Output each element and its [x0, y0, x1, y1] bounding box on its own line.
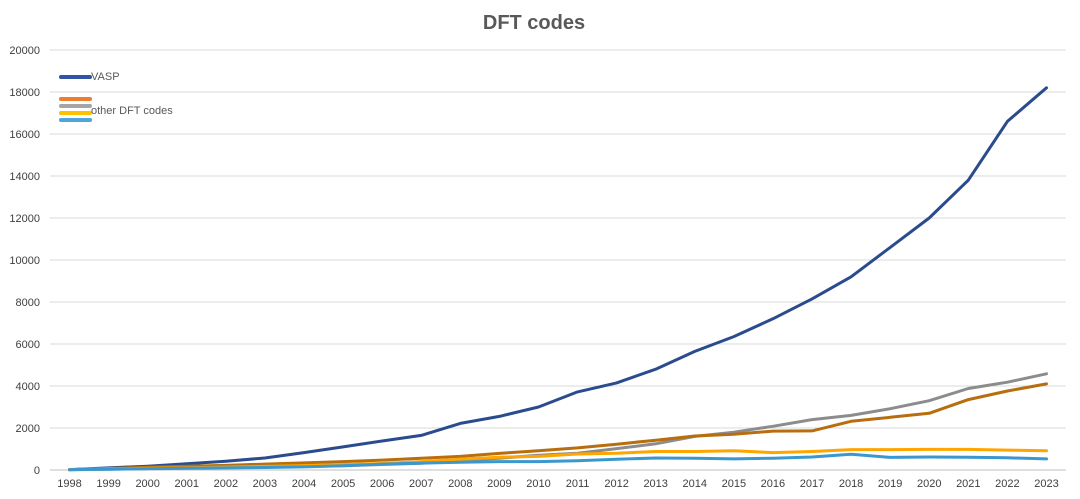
x-axis-tick-labels: 1998 1999 2000 2001 2002 2003 2004 2005 2006 2007…	[57, 478, 1058, 490]
x-tick-label: 2003	[253, 478, 277, 490]
x-tick-label: 2019	[878, 478, 902, 490]
x-tick-label: 2001	[175, 478, 199, 490]
x-tick-label: 2013	[643, 478, 667, 490]
legend: VASP other DFT codes	[59, 71, 173, 122]
x-tick-label: 2017	[800, 478, 824, 490]
chart-title: DFT codes	[483, 12, 585, 34]
x-tick-label: 2012	[604, 478, 628, 490]
y-tick-label: 4000	[16, 381, 40, 393]
x-tick-label: 2005	[331, 478, 355, 490]
x-tick-label: 2011	[566, 478, 590, 490]
legend-label-vasp: VASP	[91, 71, 120, 83]
y-tick-label: 10000	[9, 255, 40, 267]
y-tick-label: 8000	[16, 297, 40, 309]
x-tick-label: 2023	[1034, 478, 1058, 490]
y-axis-tick-labels: 0 2000 4000 6000 8000 10000 12000 14000 16000 180…	[9, 45, 40, 477]
x-tick-label: 2008	[448, 478, 472, 490]
y-tick-label: 18000	[9, 87, 40, 99]
y-tick-label: 2000	[16, 423, 40, 435]
x-tick-label: 2021	[956, 478, 980, 490]
x-tick-label: 2020	[917, 478, 941, 490]
x-tick-label: 2000	[135, 478, 159, 490]
y-tick-label: 16000	[9, 129, 40, 141]
y-tick-label: 12000	[9, 213, 40, 225]
y-tick-label: 6000	[16, 339, 40, 351]
y-tick-label: 20000	[9, 45, 40, 57]
series-lines	[68, 86, 1048, 472]
legend-label-other-dft-codes: other DFT codes	[91, 105, 173, 117]
x-tick-label: 1998	[57, 478, 81, 490]
series-line	[68, 86, 1048, 472]
x-tick-label: 2022	[995, 478, 1019, 490]
gridlines	[50, 49, 1066, 471]
x-tick-label: 1999	[96, 478, 120, 490]
x-tick-label: 2018	[839, 478, 863, 490]
x-tick-label: 2014	[683, 478, 707, 490]
y-tick-label: 14000	[9, 171, 40, 183]
y-tick-label: 0	[34, 465, 40, 477]
x-tick-label: 2004	[292, 478, 316, 490]
x-tick-label: 2016	[761, 478, 785, 490]
x-tick-label: 2007	[409, 478, 433, 490]
x-tick-label: 2015	[722, 478, 746, 490]
x-tick-label: 2010	[526, 478, 550, 490]
x-tick-label: 2009	[487, 478, 511, 490]
series-line	[68, 452, 1048, 472]
x-tick-label: 2006	[370, 478, 394, 490]
series-line	[68, 382, 1048, 472]
x-tick-label: 2002	[214, 478, 238, 490]
